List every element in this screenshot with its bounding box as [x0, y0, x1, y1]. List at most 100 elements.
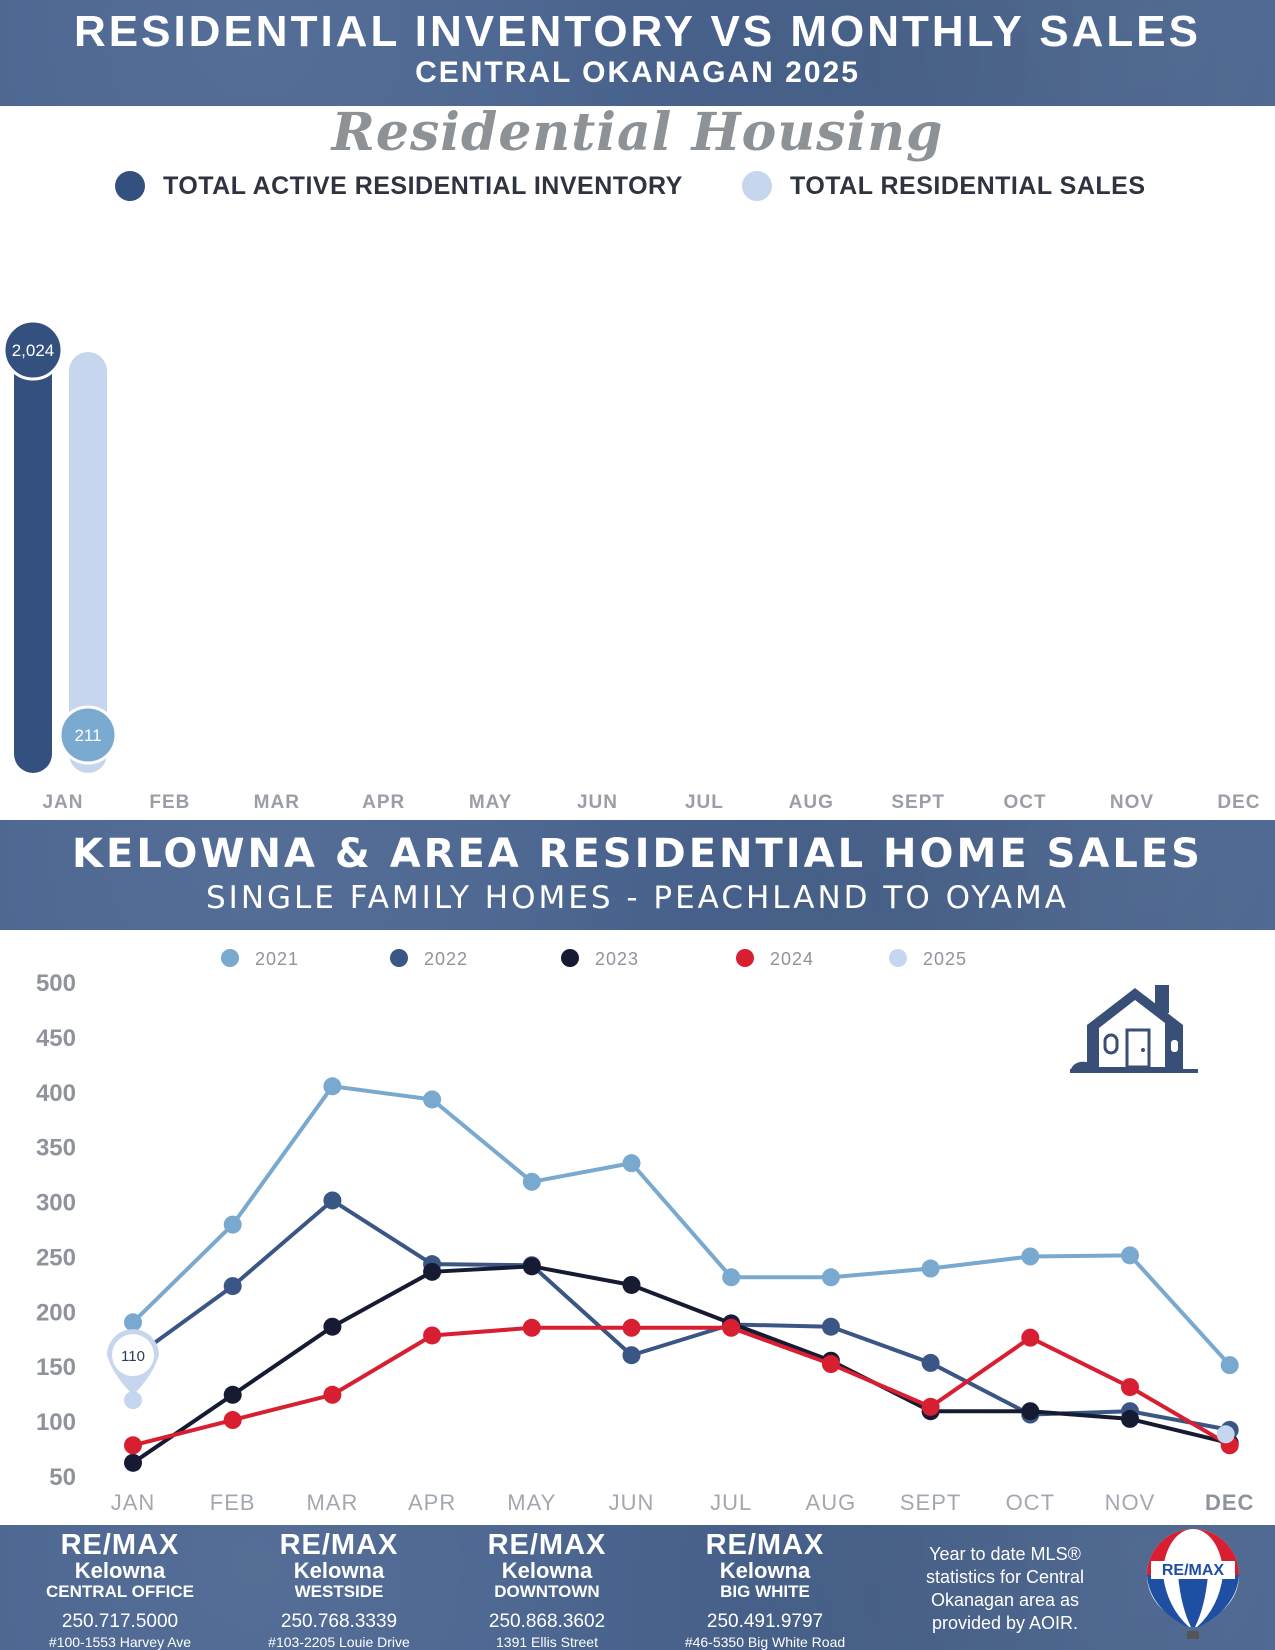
month-label: MAY — [469, 792, 512, 813]
y-tick-label: 500 — [36, 970, 76, 997]
series-line-2024 — [132, 1325, 1231, 1448]
month-label: SEPT — [891, 792, 945, 813]
inventory-value-badge — [2, 319, 64, 381]
data-point-2022 — [1220, 1420, 1239, 1439]
legend-label: 2021 — [255, 949, 299, 969]
month-label: FEB — [149, 792, 190, 813]
disclaimer-text: Year to date MLS® statistics for Central… — [925, 1544, 1085, 1633]
data-point-2023 — [1121, 1409, 1139, 1428]
data-point-2021 — [522, 1172, 541, 1191]
office-city: Kelowna — [501, 1558, 593, 1583]
data-point-2025 — [124, 1391, 142, 1410]
office-phone: 250.717.5000 — [61, 1611, 179, 1632]
data-point-2024 — [722, 1318, 741, 1337]
month-label: JUL — [685, 792, 724, 813]
office-branch: WESTSIDE — [294, 1582, 384, 1601]
y-tick-label: 200 — [36, 1299, 76, 1326]
page-title: RESIDENTIAL INVENTORY VS MONTHLY SALES — [73, 7, 1201, 56]
x-tick-label: FEB — [210, 1490, 256, 1515]
data-point-2021 — [124, 1313, 142, 1332]
data-point-2022 — [622, 1346, 641, 1365]
sales-value-label: 211 — [74, 726, 101, 745]
data-point-2021 — [323, 1077, 342, 1096]
inventory-bar-chart: JAN FEB MAR APR MAY JUN JUL AUG SEPT OCT NOV DEC 2,0… — [2, 319, 1260, 813]
office-phone: 250.491.9797 — [706, 1611, 824, 1632]
callout-label: 110 — [121, 1348, 145, 1365]
legend-sales: TOTAL RESIDENTIAL SALES — [742, 170, 1146, 202]
y-tick-label: 350 — [36, 1135, 76, 1162]
data-point-2022 — [921, 1353, 940, 1372]
x-tick-label: NOV — [1105, 1490, 1156, 1515]
office-brand: RE/MAX — [60, 1529, 180, 1561]
data-point-2024 — [622, 1318, 641, 1337]
housing-heading: Residential Housing — [331, 102, 944, 163]
month-label: DEC — [1217, 792, 1260, 813]
data-point-2023 — [423, 1262, 442, 1281]
data-point-2023 — [522, 1257, 541, 1276]
series-line-2022 — [131, 1198, 1231, 1432]
data-point-2021 — [1021, 1247, 1040, 1266]
legend-sales-dot — [742, 171, 772, 201]
month-label: MAR — [254, 792, 300, 813]
data-point-2021 — [1220, 1356, 1239, 1375]
callout-pin — [107, 1329, 159, 1396]
data-point-2021 — [921, 1259, 940, 1278]
x-tick-label: MAY — [507, 1490, 556, 1515]
data-point-2022 — [722, 1315, 741, 1334]
x-tick-label: JUL — [710, 1490, 752, 1515]
data-point-2022 — [1021, 1405, 1040, 1424]
data-point-2024 — [124, 1436, 142, 1455]
data-point-2021 — [722, 1268, 741, 1287]
month-label: OCT — [1004, 792, 1047, 813]
data-point-2023 — [622, 1275, 641, 1294]
data-point-2024 — [821, 1355, 840, 1374]
x-tick-label: JUN — [609, 1490, 655, 1515]
office-downtown: RE/MAX Kelowna DOWNTOWN 250.868.3602 139… — [437, 1530, 657, 1650]
data-point-2023 — [821, 1351, 840, 1370]
x-tick-label: MAR — [306, 1490, 358, 1515]
office-address: #46-5350 Big White Road — [684, 1634, 846, 1650]
office-branch: CENTRAL OFFICE — [46, 1582, 194, 1601]
data-point-2022 — [522, 1256, 541, 1275]
office-brand: RE/MAX — [487, 1529, 607, 1561]
data-point-2023 — [124, 1453, 142, 1472]
x-tick-label: OCT — [1006, 1490, 1055, 1515]
data-point-2024 — [921, 1397, 940, 1416]
data-point-2023 — [223, 1385, 242, 1404]
month-label: JUN — [577, 792, 618, 813]
legend-dot — [889, 949, 907, 967]
office-phone: 250.768.3339 — [280, 1611, 398, 1632]
legend-inventory: TOTAL ACTIVE RESIDENTIAL INVENTORY — [115, 170, 683, 202]
office-brand: RE/MAX — [705, 1529, 825, 1561]
data-point-2023 — [1220, 1434, 1239, 1453]
office-westside: RE/MAX Kelowna WESTSIDE 250.768.3339 #10… — [229, 1530, 449, 1650]
data-point-2024 — [1021, 1328, 1040, 1347]
office-city: Kelowna — [293, 1558, 385, 1583]
data-point-2021 — [223, 1215, 242, 1234]
month-label: APR — [362, 792, 405, 813]
y-tick-label: 300 — [36, 1190, 76, 1217]
office-address: #103-2205 Louie Drive — [268, 1634, 410, 1650]
data-point-2021 — [423, 1090, 442, 1109]
data-point-2021 — [1121, 1246, 1139, 1265]
page-subtitle: CENTRAL OKANAGAN 2025 — [415, 56, 860, 89]
remax-logo-text: RE/MAX — [1162, 1562, 1225, 1579]
data-point-2023 — [921, 1402, 940, 1421]
legend-dot — [221, 949, 239, 967]
sales-value-badge — [58, 705, 118, 765]
x-tick-label: DEC — [1205, 1490, 1254, 1515]
series-line-2021 — [131, 1084, 1232, 1367]
data-point-2023 — [722, 1314, 741, 1333]
office-central: RE/MAX Kelowna CENTRAL OFFICE 250.717.50… — [10, 1530, 230, 1650]
data-point-2022 — [423, 1255, 442, 1274]
x-tick-label: SEPT — [900, 1490, 961, 1515]
month-label: NOV — [1110, 792, 1154, 813]
office-branch: DOWNTOWN — [494, 1582, 600, 1601]
legend-sales-label: TOTAL RESIDENTIAL SALES — [790, 171, 1146, 200]
data-point-2025 — [1216, 1425, 1235, 1444]
data-point-2022 — [1121, 1402, 1139, 1421]
callout-pin-inner — [112, 1334, 154, 1377]
data-point-2024 — [1220, 1436, 1239, 1455]
office-big-white: RE/MAX Kelowna BIG WHITE 250.491.9797 #4… — [655, 1530, 875, 1650]
legend-label: 2025 — [923, 949, 967, 969]
